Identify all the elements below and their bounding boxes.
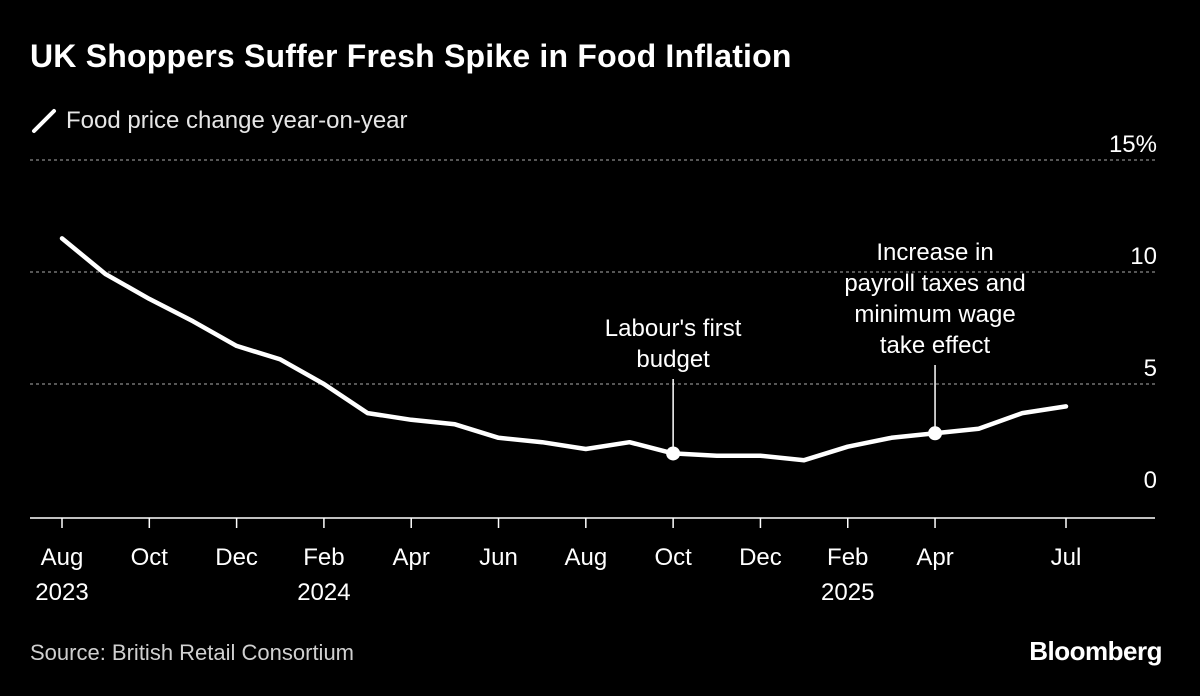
x-tick-label: Dec: [739, 544, 782, 571]
x-tick-year: 2025: [821, 579, 874, 606]
bloomberg-logo: Bloomberg: [1029, 636, 1162, 666]
x-tick-label: Apr: [393, 544, 430, 571]
annotated-point: [928, 426, 943, 441]
x-tick-label: Jun: [479, 544, 518, 571]
x-tick-label: Feb: [827, 544, 868, 571]
y-tick-label: 5: [1144, 355, 1157, 382]
chart-title: UK Shoppers Suffer Fresh Spike in Food I…: [30, 38, 792, 74]
y-tick-label: 15%: [1109, 131, 1157, 158]
x-tick-label: Oct: [654, 544, 692, 571]
x-tick-label: Oct: [131, 544, 169, 571]
annotation-text: Increase in: [876, 239, 993, 266]
annotation-text: minimum wage: [854, 301, 1015, 328]
y-tick-label: 10: [1130, 243, 1157, 270]
x-tick-label: Dec: [215, 544, 258, 571]
line-swatch-icon: [32, 109, 56, 133]
annotation-text: budget: [636, 346, 710, 373]
x-tick-label: Apr: [916, 544, 953, 571]
legend: Food price change year-on-year: [30, 103, 408, 139]
annotation-text: Labour's first: [605, 315, 742, 342]
x-tick-label: Feb: [303, 544, 344, 571]
series-line-food-price: [59, 236, 1069, 463]
x-tick-label: Aug: [564, 544, 607, 571]
y-tick-label: 0: [1144, 467, 1157, 494]
x-tick-label: Jul: [1051, 544, 1082, 571]
x-tick-year: 2023: [35, 579, 88, 606]
legend-label: Food price change year-on-year: [66, 107, 408, 134]
source-note: Source: British Retail Consortium: [30, 640, 355, 665]
x-tick-label: Aug: [41, 544, 84, 571]
annotation-text: take effect: [880, 332, 991, 359]
annotated-point: [666, 446, 681, 461]
x-tick-year: 2024: [297, 579, 350, 606]
annotation-text: payroll taxes and: [844, 270, 1025, 297]
